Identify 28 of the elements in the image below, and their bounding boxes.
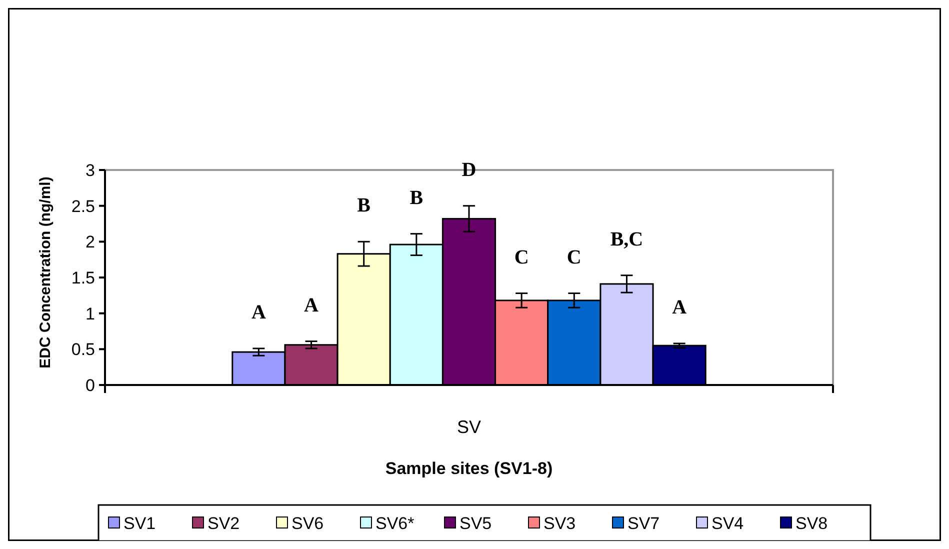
data-label: C xyxy=(566,246,582,268)
legend-label: SV6* xyxy=(376,514,415,533)
legend-label: SV8 xyxy=(796,514,828,533)
y-tick-label: 3 xyxy=(86,160,95,180)
legend-label: SV1 xyxy=(124,514,156,533)
data-label: A xyxy=(672,296,688,318)
legend-label: SV4 xyxy=(712,514,744,533)
y-tick-label: 0.5 xyxy=(71,340,95,360)
legend-label: SV3 xyxy=(544,514,576,533)
data-label: B xyxy=(357,194,371,217)
data-label: C xyxy=(514,246,529,268)
data-label: D xyxy=(462,158,476,181)
data-label: A xyxy=(304,294,320,316)
y-tick-label: 2 xyxy=(86,232,95,252)
legend-label: SV7 xyxy=(628,514,660,533)
data-label: B,C xyxy=(610,228,644,250)
x-axis-title: Sample sites (SV1-8) xyxy=(385,459,553,478)
y-tick-label: 1.5 xyxy=(71,268,95,288)
x-tick-label: SV xyxy=(456,417,482,437)
y-axis-title: EDC Concentration (ng/ml) xyxy=(37,176,54,368)
data-label: A xyxy=(251,301,266,324)
legend-label: SV6 xyxy=(292,514,324,533)
y-tick-label: 1 xyxy=(86,304,95,324)
legend-label: SV2 xyxy=(208,514,240,533)
data-label: B xyxy=(410,186,424,209)
legend-label: SV5 xyxy=(460,514,492,533)
y-tick-label: 0 xyxy=(86,376,95,395)
y-tick-label: 2.5 xyxy=(71,196,95,216)
